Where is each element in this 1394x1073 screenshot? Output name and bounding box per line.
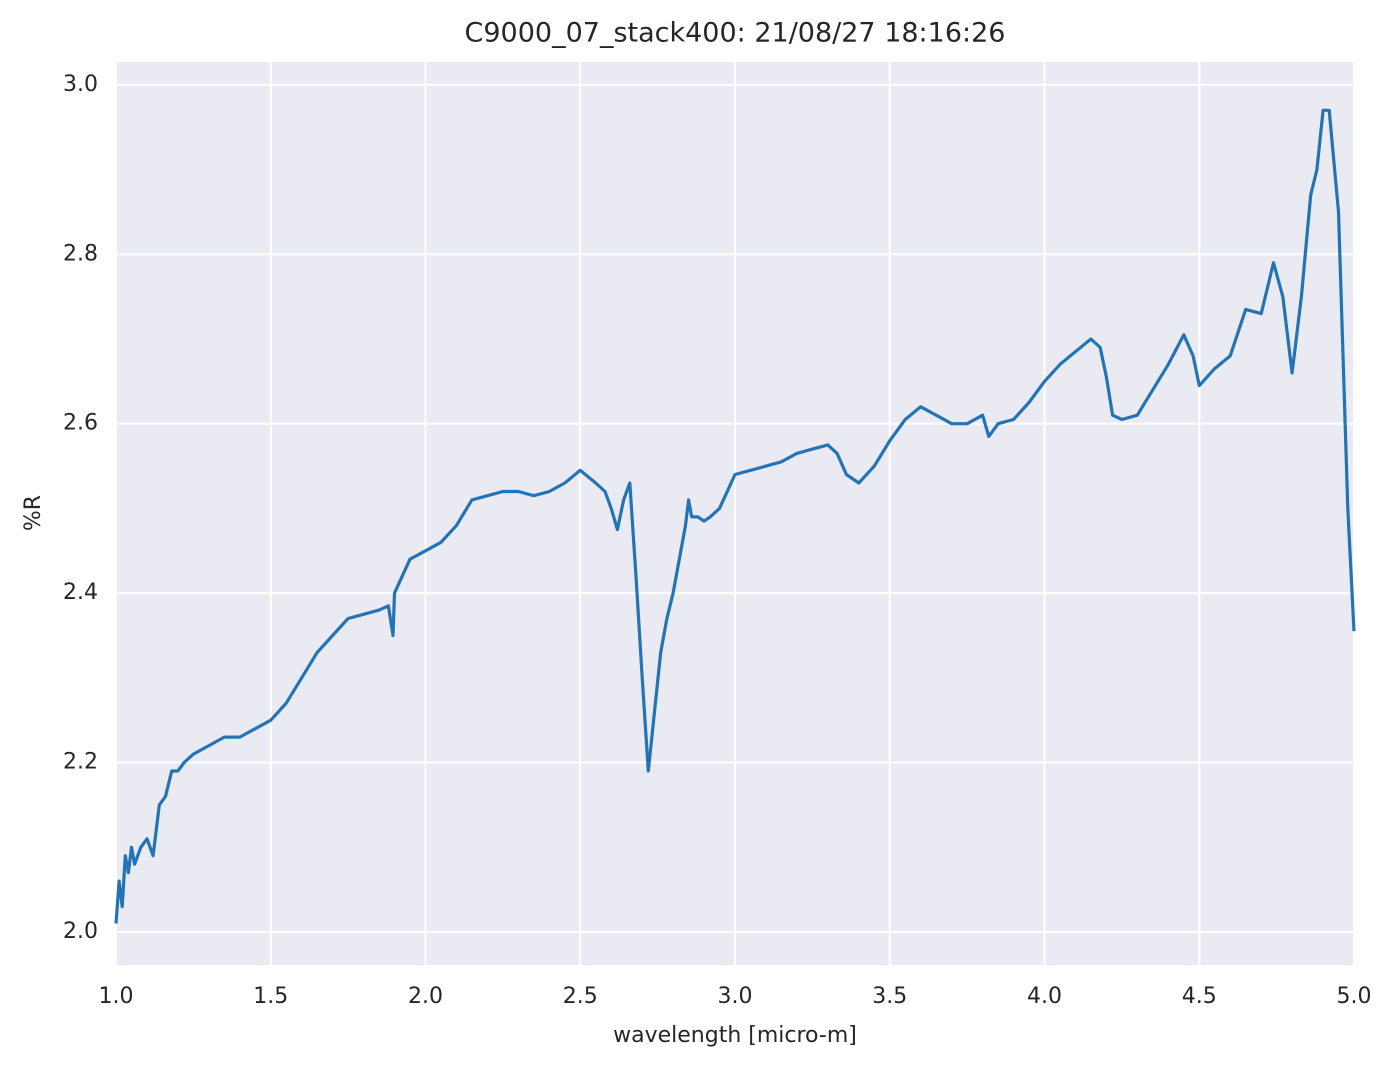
chart-title: C9000_07_stack400: 21/08/27 18:16:26 bbox=[465, 18, 1006, 49]
y-tick-label: 2.4 bbox=[63, 580, 98, 605]
x-tick-label: 2.5 bbox=[563, 984, 598, 1009]
x-tick-label: 3.0 bbox=[718, 984, 753, 1009]
x-axis-label: wavelength [micro-m] bbox=[613, 1023, 857, 1048]
y-axis-label: %R bbox=[21, 495, 46, 531]
x-tick-label: 5.0 bbox=[1337, 984, 1372, 1009]
y-tick-label: 2.2 bbox=[63, 750, 98, 775]
x-tick-label: 1.0 bbox=[99, 984, 134, 1009]
x-tick-label: 2.0 bbox=[408, 984, 443, 1009]
x-tick-label: 3.5 bbox=[872, 984, 907, 1009]
y-tick-label: 2.8 bbox=[63, 241, 98, 266]
y-tick-label: 2.6 bbox=[63, 411, 98, 436]
x-tick-label: 4.5 bbox=[1182, 984, 1217, 1009]
data-line bbox=[114, 108, 1356, 924]
x-tick-label: 1.5 bbox=[253, 984, 288, 1009]
y-tick-label: 2.0 bbox=[63, 919, 98, 944]
y-tick-label: 3.0 bbox=[63, 72, 98, 97]
x-tick-label: 4.0 bbox=[1027, 984, 1062, 1009]
